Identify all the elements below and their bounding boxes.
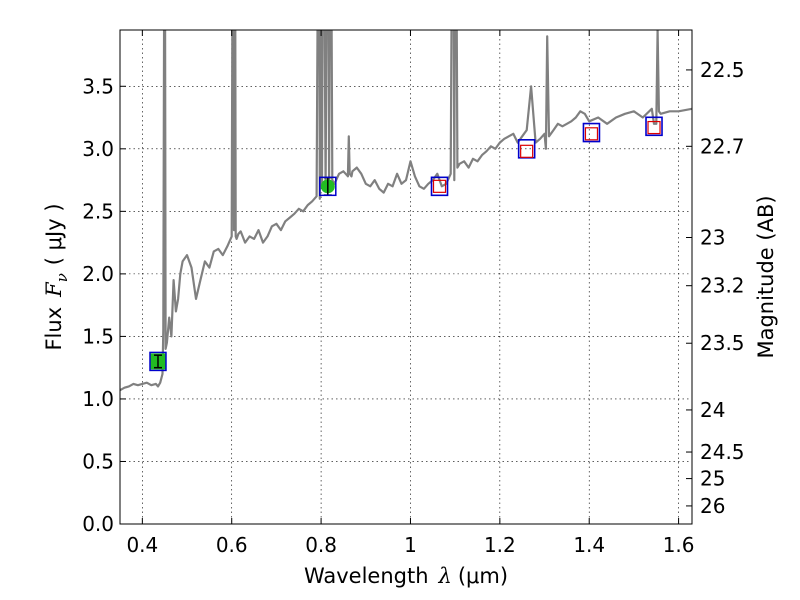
magnitude-tick-label: 23 [700, 225, 725, 249]
y-tick-label: 2.0 [82, 262, 114, 286]
x-axis-label-text: Wavelength [304, 564, 429, 588]
magnitude-axis-ticks: 22.5 22.7 23 23.2 23.5 24 24.5 25 26 [686, 58, 745, 518]
model-box [647, 120, 661, 135]
x-tick-label: 1 [404, 533, 417, 557]
observed-box [430, 176, 449, 197]
magnitude-tick-label: 25 [700, 467, 725, 491]
observed-box [645, 116, 663, 137]
x-tick-label: 0.6 [216, 533, 248, 557]
y-axis-left-label-symbol: F [42, 281, 66, 298]
photometry-point-i [319, 176, 337, 197]
photometry-point-b [149, 351, 167, 372]
plot-frame [119, 29, 693, 525]
model-box [584, 127, 599, 141]
model-box [520, 144, 534, 158]
y-axis-left-label-subscript: ν [53, 273, 71, 282]
x-tick-label: 0.8 [305, 533, 337, 557]
x-tick-label: 1.6 [663, 533, 695, 557]
magnitude-tick-label: 24 [700, 398, 725, 422]
photometry-points [149, 116, 663, 372]
y-axis-left-label: Flux Fν ( μJy ) [42, 203, 71, 350]
y-tick-label: 0.0 [82, 512, 114, 536]
y-tick-label: 3.5 [82, 74, 114, 98]
y-tick-label: 0.5 [82, 449, 114, 473]
magnitude-tick-label: 24.5 [700, 440, 745, 464]
y-tick-label: 2.5 [82, 199, 114, 223]
y-axis-right-label: Magnitude (AB) [754, 195, 778, 358]
x-axis-label-symbol: λ [438, 564, 452, 588]
y-tick-label: 1.5 [82, 324, 114, 348]
photometry-point-j [517, 139, 536, 159]
y-tick-label: 1.0 [82, 387, 114, 411]
photometry-point-h [645, 116, 663, 137]
model-spectrum-line [120, 30, 692, 392]
model-box [432, 179, 447, 193]
y-axis-ticks: 0.0 0.5 1.0 1.5 2.0 2.5 3.0 3.5 [82, 74, 126, 536]
x-tick-label: 1.2 [484, 533, 516, 557]
magnitude-tick-label: 22.5 [700, 58, 745, 82]
x-tick-label: 0.4 [126, 533, 158, 557]
photometry-point-jh [582, 122, 601, 143]
magnitude-tick-label: 23.2 [700, 274, 745, 298]
y-axis-left-label-unit: ( μJy ) [42, 203, 66, 265]
grid-lines [120, 30, 692, 525]
y-tick-label: 3.0 [82, 137, 114, 161]
photometry-point-y [430, 176, 449, 197]
observed-box [319, 176, 337, 197]
x-axis-label: Wavelength λ (μm) [304, 564, 508, 588]
magnitude-tick-label: 23.5 [700, 331, 745, 355]
magnitude-tick-label: 22.7 [700, 134, 745, 158]
observed-box [149, 351, 167, 372]
observed-box [582, 122, 601, 143]
x-tick-label: 1.4 [573, 533, 605, 557]
magnitude-tick-label: 26 [700, 494, 725, 518]
y-axis-left-label-text: Flux [42, 307, 66, 351]
x-axis-ticks: 0.4 0.6 0.8 1 1.2 1.4 1.6 [126, 30, 695, 557]
x-axis-label-unit: (μm) [458, 564, 508, 588]
